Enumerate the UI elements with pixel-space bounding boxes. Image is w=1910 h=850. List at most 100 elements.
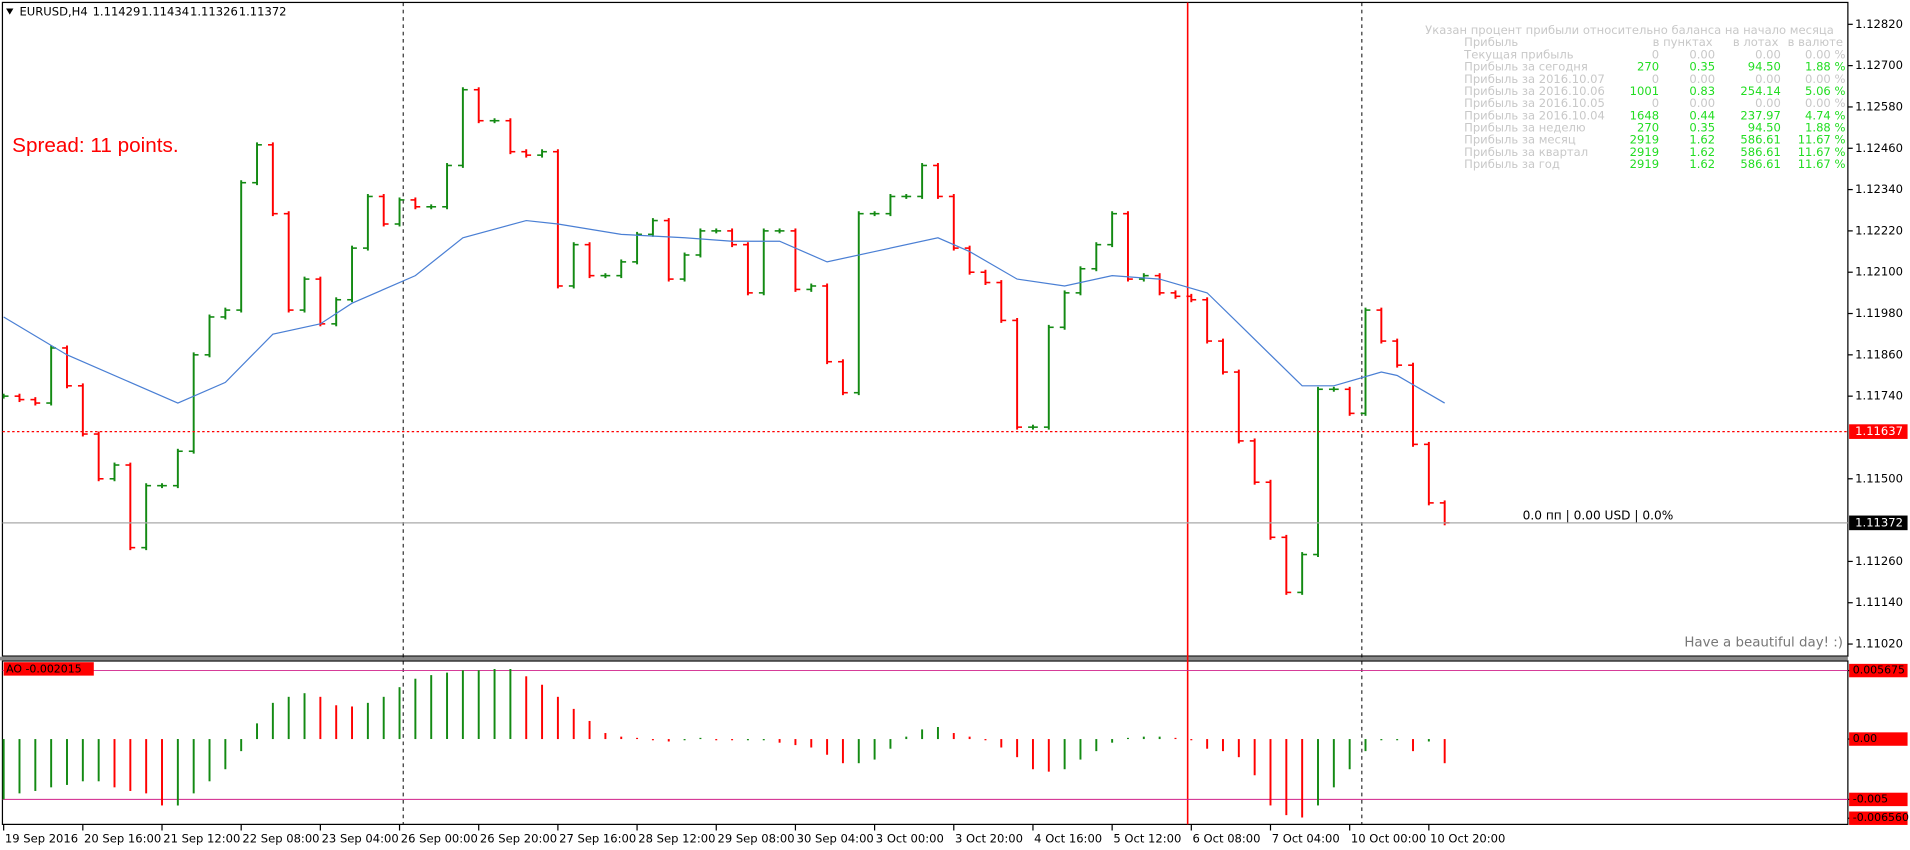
y-tick-label: 1.11140 <box>1855 595 1903 609</box>
panel-cell: 586.61 <box>1740 133 1780 147</box>
x-tick-label: 26 Sep 20:00 <box>480 832 557 846</box>
ao-label-box <box>1849 732 1908 746</box>
y-tick-label: 1.11020 <box>1855 637 1903 651</box>
ao-label-box <box>3 662 94 676</box>
panel-cell: 0.83 <box>1689 84 1715 98</box>
panel-cell: 0.00 <box>1755 72 1781 86</box>
panel-cell: 270 <box>1637 60 1659 74</box>
panel-cell: 2919 <box>1630 157 1659 171</box>
panel-cell: 1001 <box>1630 84 1659 98</box>
x-tick-label: 5 Oct 12:00 <box>1113 832 1181 846</box>
panel-cell: 11.67 % <box>1798 133 1846 147</box>
panel-cell: 0.00 <box>1755 96 1781 110</box>
x-tick-label: 26 Sep 00:00 <box>401 832 478 846</box>
panel-cell: 4.74 % <box>1805 108 1845 122</box>
panel-row-label: Прибыль за сегодня <box>1464 60 1588 74</box>
close-price: 1.11372 <box>239 5 287 19</box>
panel-cell: 11.67 % <box>1798 145 1846 159</box>
panel-row-label: Прибыль за 2016.10.06 <box>1464 84 1605 98</box>
panel-row-label: Текущая прибыль <box>1463 47 1574 61</box>
ask-label: 1.11637 <box>1855 424 1903 438</box>
x-tick-label: 23 Sep 04:00 <box>322 832 399 846</box>
moving-average <box>3 219 1445 404</box>
panel-cell: 0.00 <box>1689 47 1715 61</box>
panel-cell: 0.00 <box>1689 72 1715 86</box>
high-price: 1.11434 <box>141 5 189 19</box>
x-tick-label: 6 Oct 08:00 <box>1193 832 1261 846</box>
panel-row-label: Прибыль за неделю <box>1464 121 1586 135</box>
panel-cell: 0 <box>1652 96 1659 110</box>
panel-cell: 1.88 % <box>1805 121 1845 135</box>
ao-frame <box>1 660 1849 825</box>
ao-label-box <box>1849 663 1908 678</box>
panel-cell: 0.00 % <box>1805 47 1845 61</box>
y-tick-label: 1.12100 <box>1855 265 1903 279</box>
panel-cell: 1.62 <box>1689 145 1715 159</box>
x-tick-label: 29 Sep 08:00 <box>717 832 794 846</box>
x-tick-label: 10 Oct 20:00 <box>1430 832 1505 846</box>
y-tick-label: 1.12700 <box>1855 58 1903 72</box>
spread-label: Spread: 11 points. <box>12 134 178 157</box>
panel-cell: 0.44 <box>1689 108 1715 122</box>
panel-cell: 237.97 <box>1740 108 1780 122</box>
panel-cell: 94.50 <box>1748 121 1781 135</box>
panel-column-header: Прибыль <box>1464 35 1518 49</box>
y-tick-label: 1.12820 <box>1855 17 1903 31</box>
x-tick-label: 3 Oct 00:00 <box>876 832 944 846</box>
panel-cell: 94.50 <box>1748 60 1781 74</box>
y-tick-label: 1.12340 <box>1855 182 1903 196</box>
panel-cell: 0.35 <box>1689 60 1715 74</box>
symbol: EURUSD,H4 <box>19 5 87 19</box>
y-tick-label: 1.12220 <box>1855 223 1903 237</box>
ao-tick-label: 0.005675 <box>1853 664 1905 677</box>
panel-cell: 586.61 <box>1740 157 1780 171</box>
x-tick-label: 27 Sep 16:00 <box>559 832 636 846</box>
panel-row-label: Прибыль за месяц <box>1464 133 1576 147</box>
panel-cell: 1648 <box>1630 108 1659 122</box>
x-tick-label: 22 Sep 08:00 <box>242 832 319 846</box>
x-tick-label: 19 Sep 2016 <box>5 832 78 846</box>
panel-title: Указан процент прибыли относительно бала… <box>1425 23 1834 37</box>
panel-cell: 586.61 <box>1740 145 1780 159</box>
menu-triangle[interactable] <box>6 8 14 15</box>
panel-cell: 5.06 % <box>1805 84 1845 98</box>
ask-label-box <box>1849 424 1908 439</box>
panel-cell: 1.62 <box>1689 133 1715 147</box>
y-tick-label: 1.11980 <box>1855 306 1903 320</box>
panel-row-label: Прибыль за 2016.10.04 <box>1464 108 1605 122</box>
panel-column-header: в лотах <box>1733 35 1779 49</box>
greeting: Have a beautiful day! :) <box>1684 636 1843 651</box>
ao-tick-label: -0.005 <box>1853 792 1888 805</box>
panel-cell: 270 <box>1637 121 1659 135</box>
panel-cell: 0.00 <box>1755 47 1781 61</box>
panel-cell: 1.88 % <box>1805 60 1845 74</box>
ao-tick-label: 0.00 <box>1853 732 1877 745</box>
x-tick-label: 21 Sep 12:00 <box>163 832 240 846</box>
x-tick-label: 30 Sep 04:00 <box>797 832 874 846</box>
ao-tick-label: -0.006560 <box>1853 811 1909 824</box>
panel-column-header: в валюте <box>1788 35 1843 49</box>
panel-row-label: Прибыль за 2016.10.07 <box>1464 72 1605 86</box>
panel-cell: 0.35 <box>1689 121 1715 135</box>
panel-cell: 1.62 <box>1689 157 1715 171</box>
panel-cell: 0.00 % <box>1805 72 1845 86</box>
y-tick-label: 1.12580 <box>1855 99 1903 113</box>
panel-cell: 0 <box>1652 47 1659 61</box>
position-info: 0.0 пп | 0.00 USD | 0.0% <box>1523 508 1674 522</box>
open-price: 1.11429 <box>93 5 141 19</box>
main-frame <box>1 1 1849 657</box>
ao-label-box <box>1849 792 1908 807</box>
y-tick-label: 1.11500 <box>1855 471 1903 485</box>
y-tick-label: 1.11740 <box>1855 389 1903 403</box>
low-price: 1.11326 <box>190 5 238 19</box>
x-tick-label: 10 Oct 00:00 <box>1351 832 1426 846</box>
x-tick-label: 20 Sep 16:00 <box>84 832 161 846</box>
panel-cell: 0.00 % <box>1805 96 1845 110</box>
panel-cell: 0 <box>1652 72 1659 86</box>
ao-label: AO -0.002015 <box>6 663 82 676</box>
y-tick-label: 1.12460 <box>1855 141 1903 155</box>
panel-cell: 2919 <box>1630 133 1659 147</box>
